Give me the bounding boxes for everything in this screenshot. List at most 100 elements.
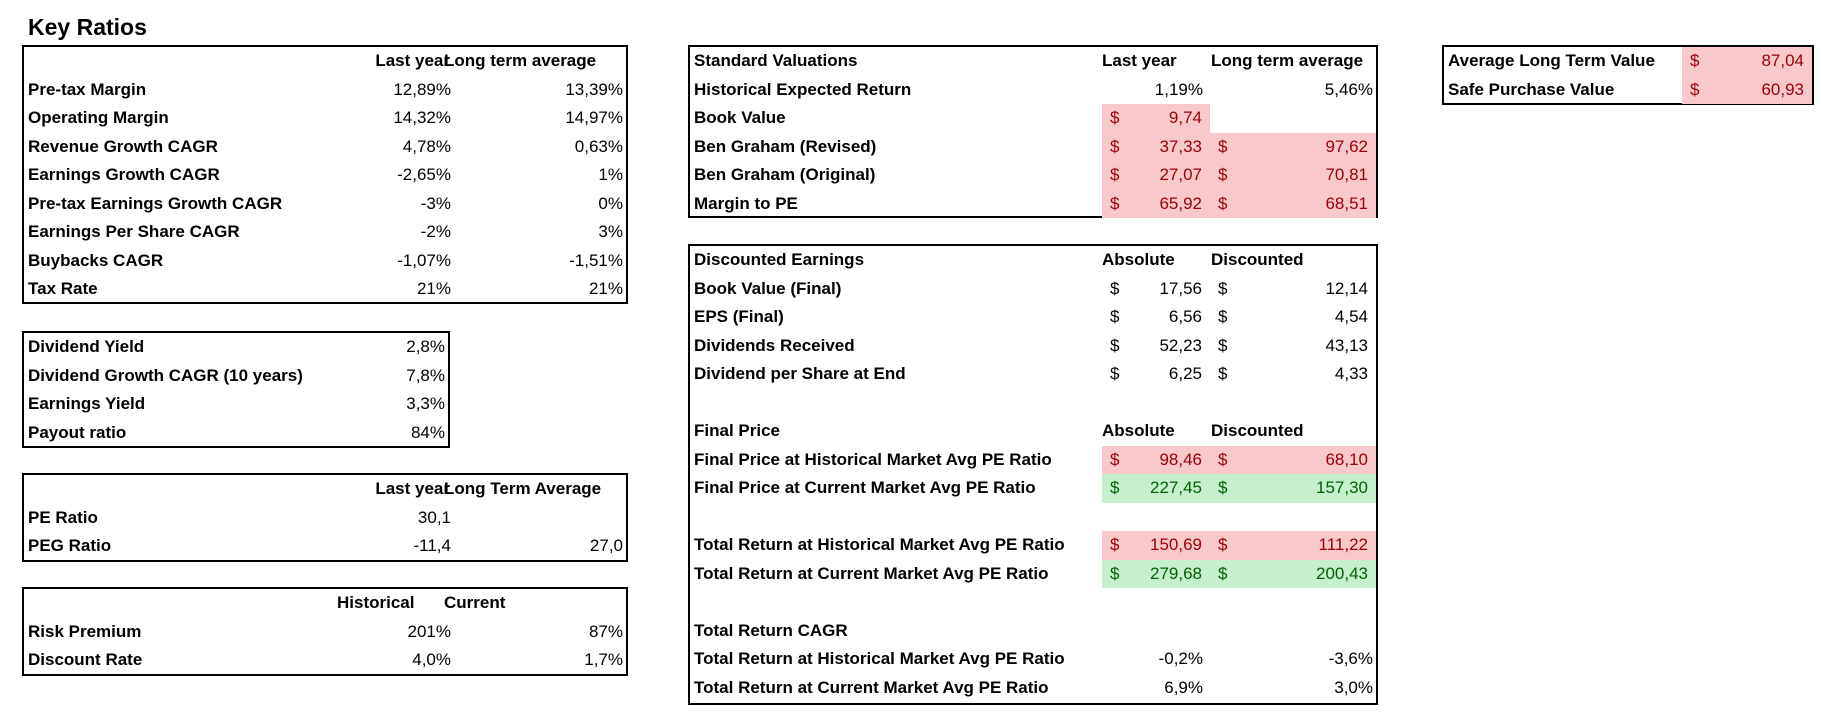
table-row: Total Return at Current Market Avg PE Ra… xyxy=(690,674,1376,703)
table-row: Book Value (Final) $ 17,56 $ 12,14 xyxy=(690,275,1376,304)
header-discounted: Discounted xyxy=(1211,421,1304,440)
row-label: Book Value (Final) xyxy=(694,278,842,298)
row-label: PE Ratio xyxy=(28,507,98,527)
row-label: Pre-tax Earnings Growth CAGR xyxy=(28,193,283,213)
currency-symbol: $ xyxy=(1110,449,1120,469)
cell-absolute: $ 17,56 xyxy=(1102,275,1210,304)
cell-value: 227,45 xyxy=(1150,478,1202,497)
cell-long: -1,51% xyxy=(569,250,623,270)
header-absolute: Absolute xyxy=(1102,421,1175,440)
table-row: Revenue Growth CAGR 4,78% 0,63% xyxy=(24,133,626,162)
cell-last: -3% xyxy=(420,193,451,213)
cell-last: 12,89% xyxy=(393,79,451,99)
currency-symbol: $ xyxy=(1218,193,1228,213)
cell-long: $ 70,81 xyxy=(1210,161,1376,190)
currency-symbol: $ xyxy=(1110,136,1120,156)
cell-value: 157,30 xyxy=(1316,478,1368,497)
table-row: Dividends Received $ 52,23 $ 43,13 xyxy=(690,332,1376,361)
table-row: PEG Ratio -11,4 27,0 xyxy=(24,532,626,561)
row-label: Earnings Growth CAGR xyxy=(28,165,220,184)
cell-absolute: $ 279,68 xyxy=(1102,559,1210,588)
header-last-year: Last year xyxy=(375,51,450,70)
row-label: Earnings Per Share CAGR xyxy=(28,222,240,241)
table-row: Risk Premium 201% 87% xyxy=(24,618,626,647)
table-row: Historical Expected Return 1,19% 5,46% xyxy=(690,76,1376,105)
cell-value: $ 60,93 xyxy=(1682,75,1812,104)
currency-symbol: $ xyxy=(1218,136,1228,156)
pe-table: Last year Long Term Average PE Ratio 30,… xyxy=(22,473,628,562)
cell-current: 1,7% xyxy=(584,650,623,669)
header-title: Standard Valuations xyxy=(694,51,858,70)
cell-value: 6,25 xyxy=(1168,364,1202,383)
cell-last: 14,32% xyxy=(393,108,451,127)
header-last-year: Last year xyxy=(1102,51,1177,70)
cell-value: 68,51 xyxy=(1325,193,1368,213)
table-header: Total Return CAGR xyxy=(690,617,1376,646)
row-label: Discount Rate xyxy=(28,650,143,669)
cell-value: 12,14 xyxy=(1325,278,1368,298)
risk-table: Historical Current Risk Premium 201% 87%… xyxy=(22,587,628,676)
cell-value: 6,56 xyxy=(1168,307,1202,326)
currency-symbol: $ xyxy=(1110,478,1120,497)
table-row: Total Return at Historical Market Avg PE… xyxy=(690,531,1376,560)
cell-value: 27,07 xyxy=(1159,165,1202,184)
cell-value: 98,46 xyxy=(1159,449,1202,469)
cell-value: 3,3% xyxy=(406,394,445,413)
table-header: Last year Long Term Average xyxy=(24,475,626,504)
currency-symbol: $ xyxy=(1218,278,1228,298)
cell-last: -11,4 xyxy=(413,536,452,555)
cell-long: 13,39% xyxy=(565,79,623,99)
header-historical: Historical xyxy=(337,593,415,612)
cell-historical: 201% xyxy=(407,621,451,641)
cell-value: 17,56 xyxy=(1159,278,1202,298)
summary-value: 60,93 xyxy=(1761,79,1804,99)
cell-discounted: -3,6% xyxy=(1328,649,1373,668)
currency-symbol: $ xyxy=(1110,335,1120,355)
table-header: Final Price Absolute Discounted xyxy=(690,417,1376,446)
cell-discounted: $ 157,30 xyxy=(1210,474,1376,503)
currency-symbol: $ xyxy=(1218,449,1228,469)
cell-last: 4,78% xyxy=(402,136,451,156)
dividends-table: Dividend Yield 2,8% Dividend Growth CAGR… xyxy=(22,331,450,448)
cell-value: 7,8% xyxy=(406,365,445,385)
table-row: Discount Rate 4,0% 1,7% xyxy=(24,646,626,675)
currency-symbol: $ xyxy=(1110,278,1120,298)
cell-discounted: $ 43,13 xyxy=(1210,332,1376,361)
table-row: Dividend Yield 2,8% xyxy=(24,333,448,362)
cell-value: 9,74 xyxy=(1168,108,1202,127)
table-row: Total Return at Historical Market Avg PE… xyxy=(690,645,1376,674)
cell-value: 43,13 xyxy=(1325,335,1368,355)
currency-symbol: $ xyxy=(1110,307,1120,326)
currency-symbol: $ xyxy=(1218,307,1228,326)
summary-value: 87,04 xyxy=(1761,51,1804,70)
cell-absolute: $ 227,45 xyxy=(1102,474,1210,503)
cell-discounted: $ 12,14 xyxy=(1210,275,1376,304)
table-row: Pre-tax Earnings Growth CAGR -3% 0% xyxy=(24,190,626,219)
cell-long: 14,97% xyxy=(565,108,623,127)
row-label: Earnings Yield xyxy=(28,394,146,413)
row-label: Safe Purchase Value xyxy=(1448,79,1615,99)
table-header: Last year Long term average xyxy=(24,47,626,76)
cell-last: 30,1 xyxy=(417,507,451,527)
currency-symbol: $ xyxy=(1690,51,1700,70)
currency-symbol: $ xyxy=(1110,535,1120,554)
cell-discounted: $ 4,33 xyxy=(1210,360,1376,389)
cell-last: -2% xyxy=(420,222,451,241)
cell-value: 97,62 xyxy=(1325,136,1368,156)
table-row: PE Ratio 30,1 xyxy=(24,504,626,533)
cell-long: 0,63% xyxy=(574,136,623,156)
cell-long: 0% xyxy=(598,193,623,213)
currency-symbol: $ xyxy=(1110,165,1120,184)
cell-long: 3% xyxy=(598,222,623,241)
currency-symbol: $ xyxy=(1110,193,1120,213)
cell-absolute: $ 6,25 xyxy=(1102,360,1210,389)
page-title: Key Ratios xyxy=(28,14,147,40)
cell-value: 4,54 xyxy=(1334,307,1368,326)
row-label: Dividend per Share at End xyxy=(694,364,906,383)
row-label: Total Return at Historical Market Avg PE… xyxy=(694,535,1065,554)
cell-last: 21% xyxy=(416,279,451,298)
header-discounted: Discounted xyxy=(1211,250,1304,269)
section-title-total-return-cagr: Total Return CAGR xyxy=(694,620,848,640)
cell-discounted: 3,0% xyxy=(1334,677,1373,697)
currency-symbol: $ xyxy=(1218,563,1228,583)
